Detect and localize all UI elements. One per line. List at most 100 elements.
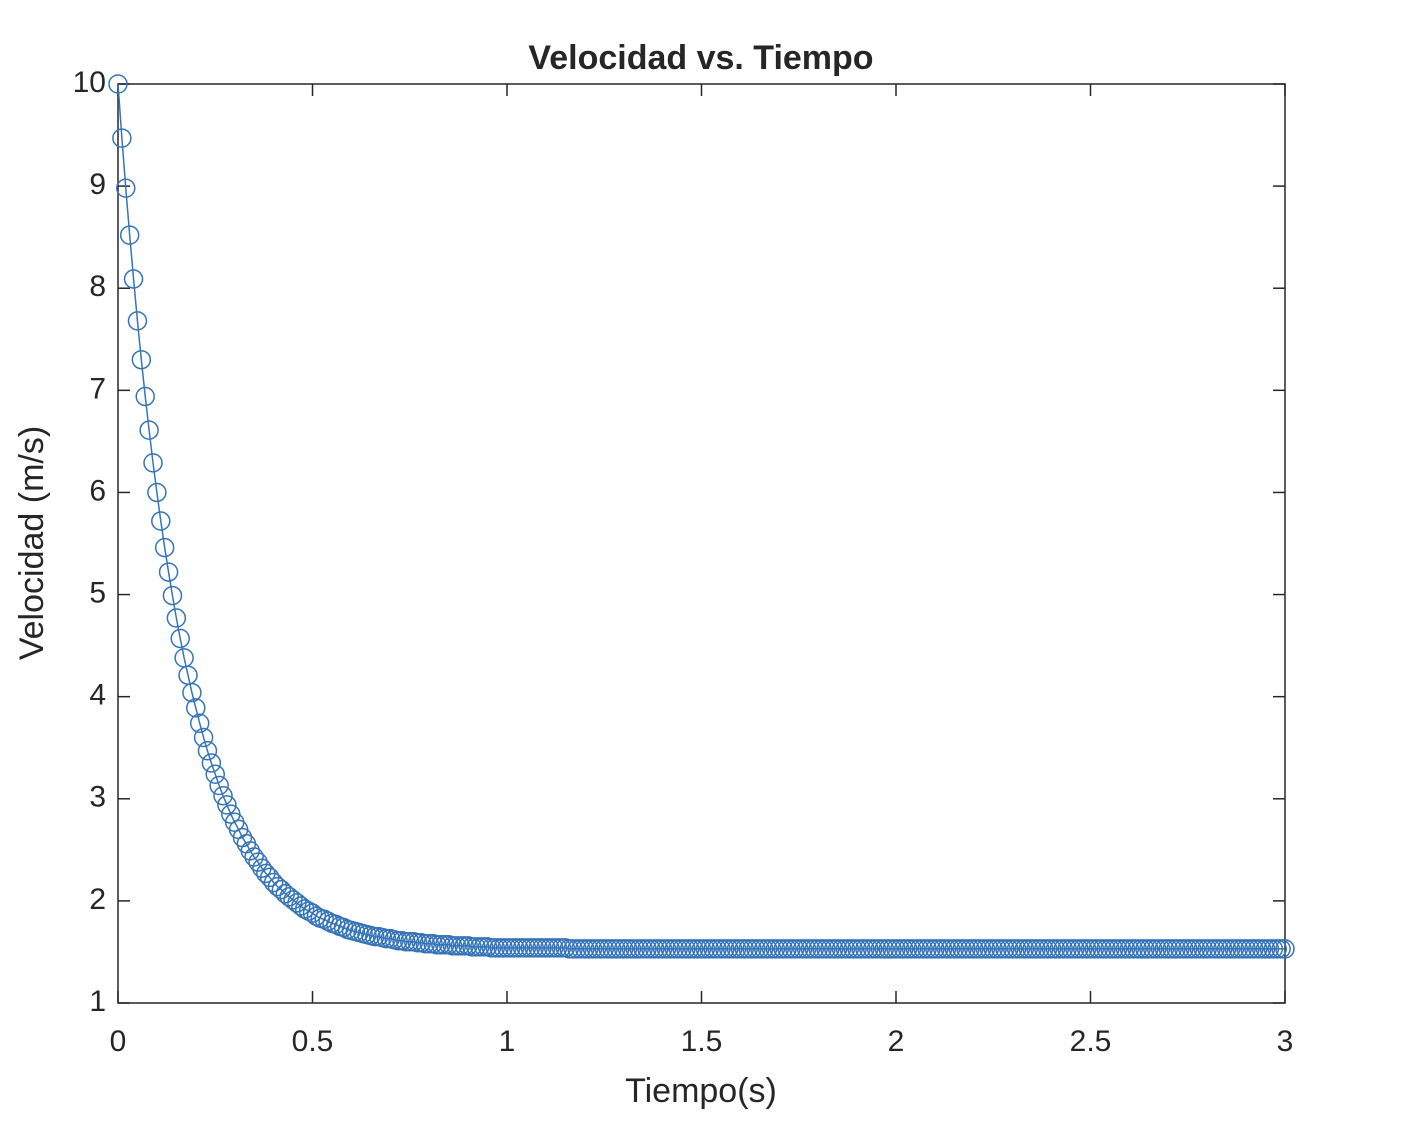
data-point — [131, 349, 152, 370]
data-point — [1026, 939, 1046, 959]
data-point — [862, 939, 883, 959]
data-point — [201, 753, 222, 773]
data-point — [466, 937, 486, 957]
y-tick-label: 6 — [89, 474, 106, 507]
data-point — [427, 935, 447, 955]
data-point — [1061, 939, 1081, 959]
data-point — [419, 934, 439, 954]
data-point — [1022, 939, 1042, 959]
data-point — [1115, 939, 1136, 959]
data-point — [1034, 939, 1054, 959]
data-point — [442, 936, 463, 956]
data-point — [582, 939, 603, 959]
data-point — [166, 608, 187, 628]
data-point — [162, 585, 183, 606]
data-point — [1174, 939, 1194, 959]
data-point — [711, 939, 731, 959]
data-point — [388, 930, 408, 951]
y-tick-label: 2 — [89, 883, 106, 916]
data-point — [781, 939, 801, 959]
data-point — [1255, 939, 1276, 959]
data-point — [777, 939, 797, 959]
data-point — [415, 934, 436, 954]
data-point — [991, 939, 1011, 959]
data-point — [485, 938, 506, 958]
data-point — [559, 939, 579, 959]
data-point — [789, 939, 809, 959]
data-point — [1084, 939, 1105, 959]
data-point — [1123, 939, 1144, 959]
data-point — [1080, 939, 1101, 959]
data-point — [1201, 939, 1221, 959]
data-point — [267, 876, 288, 897]
data-point — [672, 939, 692, 959]
data-point — [1045, 939, 1066, 959]
data-point — [1150, 939, 1171, 959]
data-point — [1088, 939, 1109, 959]
data-point — [1275, 939, 1295, 959]
data-point — [1271, 939, 1291, 959]
data-point — [964, 939, 984, 959]
data-point — [532, 938, 552, 958]
data-point — [139, 420, 159, 440]
data-point — [726, 939, 747, 959]
data-point — [707, 939, 727, 959]
data-point — [147, 482, 167, 503]
data-point — [645, 939, 665, 959]
data-point — [835, 939, 856, 959]
data-point — [567, 939, 587, 959]
data-point — [897, 939, 918, 959]
data-point — [505, 938, 525, 958]
data-point — [1072, 939, 1093, 959]
data-point — [182, 682, 202, 703]
data-point — [800, 939, 821, 959]
data-point — [524, 938, 544, 958]
data-point — [660, 939, 681, 959]
data-point — [940, 939, 961, 959]
data-point — [575, 939, 595, 959]
data-point — [1181, 939, 1202, 959]
data-point — [999, 939, 1019, 959]
data-point — [170, 628, 190, 649]
data-point — [598, 939, 618, 959]
data-point — [652, 939, 673, 959]
data-point — [151, 511, 171, 531]
data-point — [637, 939, 657, 959]
data-point — [664, 939, 685, 959]
data-point — [827, 939, 848, 959]
data-point — [1002, 939, 1023, 959]
data-point — [1216, 939, 1237, 959]
data-point — [792, 939, 813, 959]
data-point — [878, 939, 898, 959]
data-point — [742, 939, 762, 959]
data-point — [921, 939, 941, 959]
data-point — [473, 937, 494, 957]
y-tick-label: 5 — [89, 576, 106, 609]
data-point — [905, 939, 926, 959]
data-point — [407, 933, 428, 953]
y-tick-label: 3 — [89, 781, 106, 814]
data-point — [917, 939, 937, 959]
data-point — [119, 225, 140, 245]
data-point — [123, 269, 144, 289]
data-point — [240, 841, 261, 861]
data-point — [625, 939, 646, 959]
data-point — [722, 939, 743, 959]
data-point — [1162, 939, 1182, 959]
data-point — [808, 939, 828, 959]
data-point — [590, 939, 611, 959]
data-point — [1030, 939, 1050, 959]
data-point — [1189, 939, 1210, 959]
data-point — [1205, 939, 1225, 959]
data-point — [154, 537, 175, 558]
data-point — [209, 775, 229, 796]
plot-area — [117, 83, 1286, 1004]
data-point — [621, 939, 642, 959]
y-tick-label: 9 — [89, 168, 106, 201]
data-point — [116, 178, 136, 198]
data-point — [1244, 939, 1264, 959]
data-point — [536, 938, 556, 958]
data-point — [753, 939, 774, 959]
data-point — [1104, 939, 1124, 959]
